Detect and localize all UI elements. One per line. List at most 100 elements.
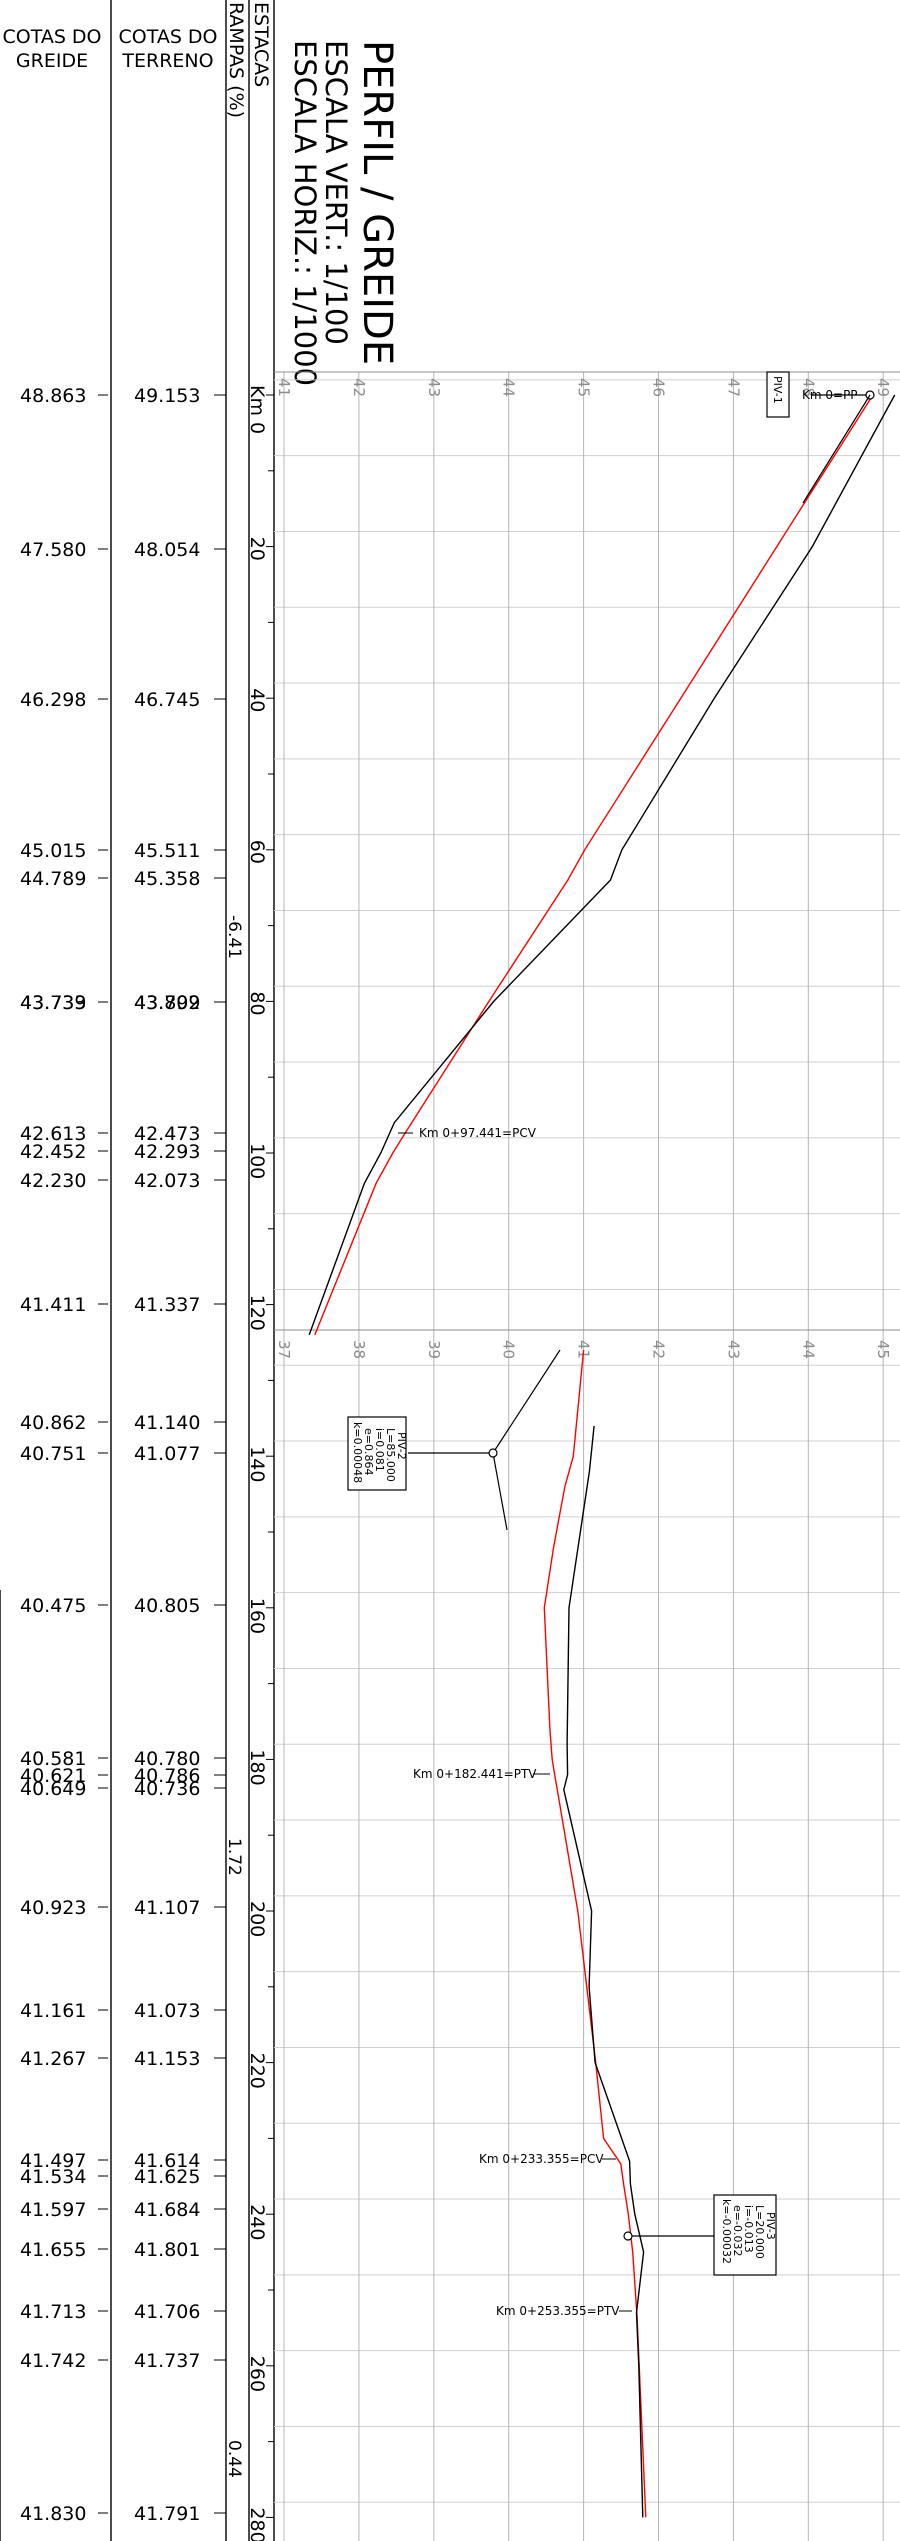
station-label: 240 [246, 2204, 268, 2240]
station-label: 120 [246, 1295, 268, 1331]
cota-greide-value: 48.863 [20, 385, 86, 407]
elevation-tick-label: 41 [275, 378, 293, 397]
elevation-tick-label: 48 [799, 378, 817, 397]
rampas-header: RAMPAS (%) [225, 2, 247, 118]
cota-terreno-value: 42.293 [134, 1141, 200, 1163]
page-title: PERFIL / GREIDE [354, 40, 400, 365]
elevation-tick-label: 41 [575, 1340, 593, 1359]
cota-greide-value: 41.411 [20, 1294, 86, 1316]
station-label: 20 [246, 537, 268, 561]
terreno-line [563, 1425, 645, 2518]
station-label: 40 [246, 688, 268, 712]
cota-greide-value: 40.621 [20, 1765, 86, 1787]
table-values: 48.863 49.153 47.580 48.054 46.298 46.745 45.0… [20, 385, 226, 2525]
greide-line [314, 394, 874, 1336]
elevation-tick-label: 40 [500, 1340, 518, 1359]
terreno-line [308, 394, 896, 1336]
title-block: PERFIL / GREIDE ESCALA VERT.: 1/100 ESCA… [288, 40, 400, 386]
piv2-tangent-a [492, 1349, 561, 1454]
elevation-tick-label: 39 [425, 1340, 443, 1359]
piv2-circle [488, 1448, 498, 1458]
piv1-tangent [802, 394, 871, 504]
elevation-tick-label: 44 [500, 378, 518, 397]
elevation-tick-label: 45 [575, 378, 593, 397]
cota-terreno-value: 41.107 [134, 1897, 200, 1919]
elevation-tick-label: 38 [350, 1340, 368, 1359]
station-label: 60 [246, 840, 268, 864]
station-labels: Km 0 20 40 60 80 100 120 140 160 180 200 220 240 260 2… [246, 385, 274, 2541]
cota-greide-value: 41.161 [20, 2000, 86, 2022]
cota-greide-value: 41.830 [20, 2503, 86, 2525]
elevation-tick-label: 43 [425, 378, 443, 397]
scale-horizontal: ESCALA HORIZ.: 1/1000 [288, 40, 322, 386]
piv2-box: PIV-2 L=85.000 i=0.081 e=0.864 k=0.00048 [347, 1416, 408, 1491]
cota-greide-value: 41.713 [20, 2301, 86, 2323]
cota-greide-value: 40.581 [20, 1748, 86, 1770]
elevation-tick-label: 45 [874, 1340, 892, 1359]
cota-terreno-value: 41.791 [134, 2503, 200, 2525]
ann-pp: Km 0=PP [802, 388, 858, 402]
rampas-values: -6.41 1.72 0.44 [224, 915, 244, 2478]
rampa-3: 0.44 [224, 2440, 244, 2478]
cota-greide-value: 40.475 [20, 1595, 86, 1617]
elevation-tick-label: 43 [724, 1340, 742, 1359]
cota-greide-value: 45.015 [20, 840, 86, 862]
terreno-header-line2: TERRENO [121, 50, 213, 72]
svg-text:i=-0.013: i=-0.013 [742, 2205, 755, 2253]
station-label: 220 [246, 2053, 268, 2089]
cota-terreno-value: 41.737 [134, 2350, 200, 2372]
ann-pcv1: Km 0+97.441=PCV [398, 1126, 537, 1140]
cota-greide-value: 47.580 [20, 539, 86, 561]
cota-greide-value: 42.452 [20, 1141, 86, 1163]
cota-greide-value: 40.923 [20, 1897, 86, 1919]
elevation-tick-labels: 41 42 43 44 45 46 47 48 49 37 38 39 40 41 42 43 44 45 [275, 378, 892, 1359]
svg-text:PIV-3: PIV-3 [764, 2212, 777, 2240]
station-label: 100 [246, 1143, 268, 1179]
cota-terreno-value: 43.809 [134, 992, 200, 1014]
elevation-tick-label: 44 [799, 1340, 817, 1359]
scale-vertical: ESCALA VERT.: 1/100 [319, 40, 353, 345]
svg-text:e=0.864: e=0.864 [362, 1428, 375, 1475]
ann-ptv2: Km 0+253.355=PTV [496, 2304, 632, 2318]
station-label: 160 [246, 1598, 268, 1634]
cota-terreno-value: 41.153 [134, 2048, 200, 2070]
grid [274, 371, 900, 2541]
elevation-tick-label: 47 [724, 378, 742, 397]
svg-text:Km 0+253.355=PTV: Km 0+253.355=PTV [496, 2304, 620, 2318]
svg-text:Km 0=PP: Km 0=PP [802, 388, 858, 402]
elevation-tick-label: 42 [350, 378, 368, 397]
cota-terreno-value: 41.077 [134, 1443, 200, 1465]
svg-text:Km 0+97.441=PCV: Km 0+97.441=PCV [419, 1126, 537, 1140]
cota-terreno-value: 45.358 [134, 868, 200, 890]
svg-text:i=0.081: i=0.081 [373, 1428, 386, 1472]
svg-text:k=-0.00032: k=-0.00032 [720, 2199, 733, 2264]
svg-text:PIV-1: PIV-1 [771, 376, 784, 404]
elevation-tick-label: 42 [650, 1340, 668, 1359]
cota-greide-value: 41.655 [20, 2239, 86, 2261]
ann-ptv1: Km 0+182.441=PTV [413, 1767, 550, 1781]
svg-text:PIV-2: PIV-2 [395, 1432, 408, 1460]
table-headers: COTAS DO GREIDE COTAS DO TERRENO RAMPAS … [2, 2, 272, 118]
cota-terreno-value: 49.153 [134, 385, 200, 407]
cota-terreno-value: 42.473 [134, 1123, 200, 1145]
cota-terreno-value: 40.805 [134, 1595, 200, 1617]
cota-terreno-value: 41.684 [134, 2199, 200, 2221]
elevation-tick-label: 49 [874, 378, 892, 397]
cota-terreno-value: 40.786 [134, 1765, 200, 1787]
annotations: Km 0=PP Km 0+97.441=PCV Km 0+182.441=PTV… [398, 388, 858, 2318]
cota-terreno-value: 41.337 [134, 1294, 200, 1316]
piv2-tangent-b [492, 1452, 508, 1531]
elevation-tick-label: 46 [650, 378, 668, 397]
cota-terreno-value: 48.054 [134, 539, 200, 561]
station-label: 260 [246, 2356, 268, 2392]
svg-text:L=85.000: L=85.000 [384, 1428, 397, 1482]
cota-greide-value: 41.497 [20, 2150, 86, 2172]
estacas-header: ESTACAS [250, 2, 272, 87]
profile-lines [308, 394, 896, 2518]
greide-header-line2: GREIDE [16, 50, 88, 72]
greide-header-line1: COTAS DO [2, 26, 101, 48]
rampa-2: 1.72 [224, 1838, 244, 1876]
terreno-header-line1: COTAS DO [118, 26, 217, 48]
svg-text:k=0.00048: k=0.00048 [351, 1422, 364, 1483]
cota-terreno-value: 41.073 [134, 2000, 200, 2022]
